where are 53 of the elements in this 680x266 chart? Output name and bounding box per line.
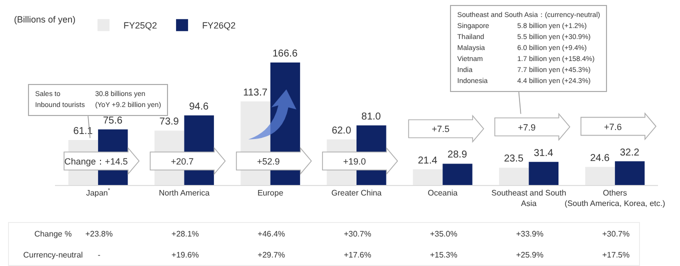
data-label: 28.9 xyxy=(448,150,468,161)
annotation: +52.9 xyxy=(256,156,280,166)
text: +46.4% xyxy=(258,229,286,238)
text: +17.6% xyxy=(344,250,372,259)
text: +30.7% xyxy=(602,229,630,238)
text: +25.9% xyxy=(516,250,544,259)
bar xyxy=(585,166,615,185)
text: +35.0% xyxy=(430,229,458,238)
text: - xyxy=(98,250,100,259)
annotation: +20.7 xyxy=(170,156,194,166)
data-label: 61.1 xyxy=(73,126,94,138)
data-label: 73.9 xyxy=(159,116,180,128)
text: +30.7% xyxy=(344,229,372,238)
legend-title: (Billions of yen) xyxy=(14,14,76,24)
data-label: 81.0 xyxy=(361,111,382,122)
bar xyxy=(528,162,558,185)
data-label: 75.6 xyxy=(102,115,123,126)
data-label: 23.5 xyxy=(504,154,524,165)
data-label: 31.4 xyxy=(534,148,554,159)
data-label: 32.2 xyxy=(620,147,640,158)
x-tick-label: Others (South America, Korea, etc.) xyxy=(564,188,666,208)
category-label: Currency-neutral xyxy=(23,250,83,259)
x-tick-label: Oceania xyxy=(428,188,458,198)
data-label: 24.6 xyxy=(590,152,610,164)
annotation: +7.5 xyxy=(432,124,450,134)
text: +19.6% xyxy=(172,250,199,259)
category-label: Change % xyxy=(34,229,72,238)
annotation: +7.6 xyxy=(604,122,622,132)
annotation: +19.0 xyxy=(343,156,366,166)
bar xyxy=(412,169,443,185)
legend-label: FY26Q2 xyxy=(202,20,236,31)
annotation: +7.9 xyxy=(518,122,536,132)
data-label: 94.6 xyxy=(189,101,210,112)
legend-label: FY25Q2 xyxy=(124,20,158,31)
x-tick-label: Southeast and South Asia xyxy=(491,188,566,208)
text: +23.8% xyxy=(85,229,113,238)
data-label: 62.0 xyxy=(332,125,352,136)
data-label: 166.6 xyxy=(272,48,298,60)
text: +28.1% xyxy=(172,229,199,238)
data-label: 113.7 xyxy=(243,87,268,98)
text: +17.5% xyxy=(602,250,630,259)
text: +29.7% xyxy=(258,250,286,259)
annotation: Change：+14.5 xyxy=(64,156,128,166)
text: +15.3% xyxy=(430,250,458,259)
bar xyxy=(442,164,472,185)
x-tick-label: North America xyxy=(158,188,210,198)
data-label: 21.4 xyxy=(418,155,438,166)
bar xyxy=(499,168,529,185)
x-tick-label: Europe xyxy=(257,188,284,198)
bar xyxy=(614,161,645,185)
x-tick-label: Greater China xyxy=(331,188,382,198)
text: +33.9% xyxy=(516,229,544,238)
x-tick-label: Japan$^{*}$ xyxy=(86,188,111,198)
